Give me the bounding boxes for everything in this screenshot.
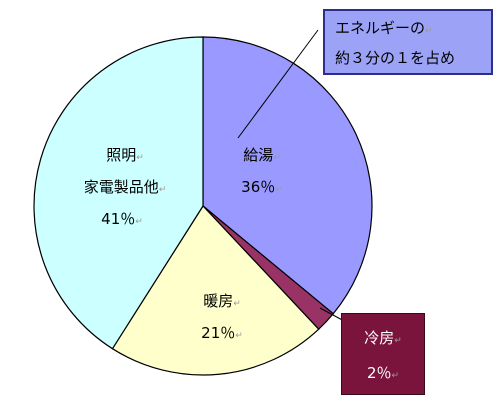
pie-slice-hot-water [202,36,373,315]
label-lighting-line1: 照明↵ [106,146,144,164]
value-hot-water: 36％↵ [241,178,283,196]
callout-main-line2: 約３分の１を占め [335,49,456,67]
callout-cooling-value: 2％↵ [366,364,400,382]
label-lighting-line2: 家電製品他↵ [84,178,167,196]
callout-cooling-label: 冷房↵ [364,329,402,347]
slice-labels: 給湯↵ 36％↵ 暖房↵ 21％↵ 照明↵ 家電製品他↵ 41％↵ [84,146,283,342]
pie-slices [33,36,373,376]
callout-main-line1: エネルギーの↵ [335,19,433,37]
label-hot-water: 給湯↵ [243,146,281,164]
value-heating: 21％↵ [201,324,243,342]
value-lighting: 41％↵ [101,210,143,228]
pie-slice-lighting [33,36,204,350]
callout-main: エネルギーの↵ 約３分の１を占め [323,9,493,75]
leader-line-main [237,29,319,139]
callout-cooling: 冷房↵ 2％↵ [341,313,425,395]
label-heating: 暖房↵ [203,292,241,310]
pie-slice-heating [111,205,320,376]
